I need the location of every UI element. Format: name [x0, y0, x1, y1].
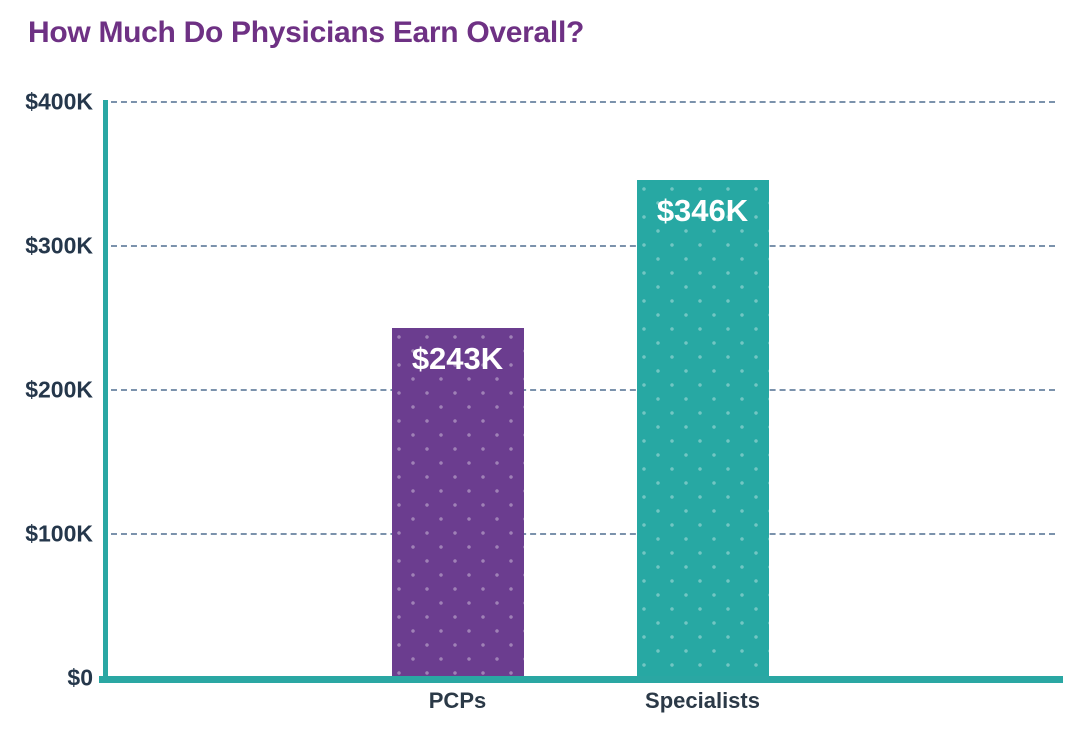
- y-tick-label-$200K: $200K: [25, 376, 93, 403]
- y-axis-line: [103, 100, 108, 678]
- y-tick-label-$400K: $400K: [25, 88, 93, 115]
- x-category-label-pcps: PCPs: [428, 688, 487, 713]
- plot-area: $0 $100K $200K $300K $400K $243K PCPs $346K Spec…: [25, 89, 1063, 713]
- bar-specialists: $346K Specialists: [636, 179, 769, 713]
- bar-value-label-pcps: $243K: [411, 341, 504, 377]
- bar-pcps: $243K PCPs: [391, 328, 524, 713]
- bars-container: $243K PCPs $346K Specialists: [105, 102, 1055, 713]
- chart-title: How Much Do Physicians Earn Overall?: [28, 16, 585, 49]
- x-axis-line: [99, 676, 1063, 683]
- gridline-$100K: [111, 533, 1055, 535]
- y-tick-label-$100K: $100K: [25, 520, 93, 547]
- gridline-$300K: [111, 245, 1055, 247]
- gridline-$200K: [111, 389, 1055, 391]
- bar-value-label-specialists: $346K: [656, 192, 749, 228]
- x-category-label-specialists: Specialists: [645, 688, 760, 713]
- gridline-$400K: [111, 101, 1055, 103]
- y-tick-label-$300K: $300K: [25, 232, 93, 259]
- y-tick-label-$0: $0: [67, 664, 93, 691]
